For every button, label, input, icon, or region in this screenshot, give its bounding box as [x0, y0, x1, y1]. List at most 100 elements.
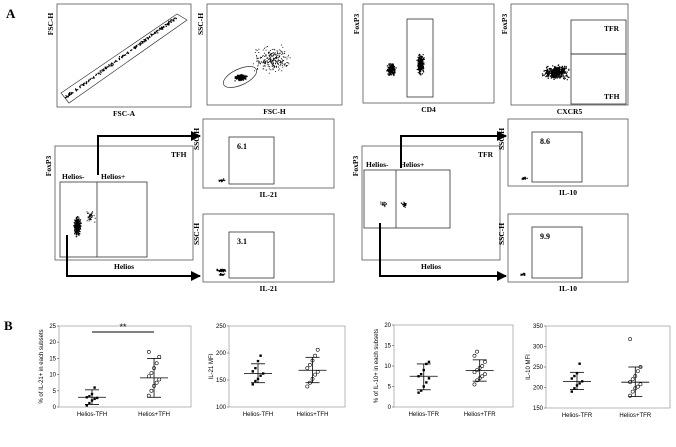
gate-tfh	[570, 53, 627, 105]
gate-positive	[531, 226, 583, 279]
panel-label-b: B	[4, 318, 13, 333]
event-cloud	[218, 178, 226, 183]
y-axis-label: SSC-H	[196, 13, 205, 35]
data-point	[628, 337, 632, 342]
data-point	[259, 354, 262, 357]
y-tick-label: 15	[49, 356, 56, 362]
y-axis-label: SSC-H	[192, 223, 201, 245]
gate-label-helios-neg: Helios-	[62, 172, 85, 181]
gating-arrows	[66, 131, 507, 281]
data-point	[573, 374, 576, 378]
flow-plot-gate-cd4: CD4 FoxP3	[352, 3, 495, 114]
event-cloud	[386, 63, 397, 77]
data-point	[482, 359, 487, 364]
event-cloud	[218, 273, 226, 276]
x-axis-label: IL-21	[260, 190, 278, 199]
y-axis-label: % of IL-21+ in each subsets	[39, 329, 45, 403]
event-diagonal	[65, 17, 177, 99]
x-tick-label: Helios+TFH	[297, 412, 329, 418]
data-point	[93, 386, 96, 389]
y-tick-label: 200	[216, 351, 227, 357]
data-point	[313, 372, 318, 377]
x-axis-label: FSC-A	[113, 109, 136, 118]
data-point	[146, 393, 151, 398]
gate-label-helios-pos: Helios+	[101, 172, 125, 181]
x-axis-label: IL-10	[559, 284, 577, 293]
y-axis-label: FoxP3	[351, 156, 360, 177]
gate-percent: 8.6	[540, 137, 550, 146]
gate-polygon	[60, 13, 188, 104]
x-tick-label: Helios+TFH	[138, 412, 170, 418]
event-cloud	[541, 64, 570, 81]
y-tick-label: 200	[533, 386, 544, 392]
y-tick-label: 300	[533, 345, 544, 351]
data-point	[570, 390, 573, 393]
y-axis-label: SSC-H	[192, 128, 201, 150]
data-point	[417, 391, 420, 394]
data-point	[425, 381, 428, 384]
data-point	[570, 377, 573, 380]
x-axis-label: IL-10	[559, 188, 577, 197]
gate-positive	[531, 131, 583, 183]
data-point	[149, 371, 154, 375]
data-point	[88, 395, 91, 398]
gate-rect	[406, 18, 434, 98]
data-point	[93, 397, 96, 401]
gate-label-tfr: TFR	[604, 24, 620, 33]
data-point	[419, 389, 423, 392]
plot-frame	[510, 3, 629, 106]
data-point	[85, 404, 88, 407]
panel-title: TFR	[478, 150, 494, 159]
y-tick-label: 15	[384, 344, 391, 350]
flow-plot-gate-cxcr5: CXCR5 FoxP3 TFR TFH	[500, 3, 629, 116]
data-point	[635, 369, 640, 374]
data-point	[96, 396, 99, 400]
data-point	[259, 374, 262, 377]
data-point	[146, 374, 151, 379]
plot-frame	[362, 3, 495, 104]
gate-helios	[59, 181, 148, 258]
y-axis-label: IL-21 MFI	[209, 353, 215, 379]
y-tick-label: 25	[49, 324, 56, 330]
plot-frame	[393, 324, 514, 408]
gate-positive	[228, 231, 275, 279]
y-axis-label: FoxP3	[44, 156, 53, 177]
x-tick-label: Helios+TFR	[619, 413, 652, 419]
y-axis-label: SSC-H	[497, 223, 506, 245]
gating-arrow	[400, 131, 507, 168]
plot-frame	[545, 325, 671, 409]
gating-arrow	[66, 235, 201, 281]
event-cloud	[216, 268, 227, 273]
event-cloud	[73, 216, 82, 238]
data-point	[419, 373, 423, 376]
data-point	[254, 379, 257, 383]
x-tick-label: Helios-TFH	[77, 412, 107, 418]
flow-plot-tfr-il10-top: IL-10 SSC-H 8.6	[497, 118, 629, 197]
flow-plot-tfr-il10-bottom: IL-10 SSC-H 9.9	[497, 213, 629, 293]
stat-plot-b4: 150 200 250 300 350 IL-10 MFI Helios-TFR Helios…	[526, 324, 671, 419]
gate-helios	[363, 169, 451, 229]
data-point	[480, 364, 485, 368]
flow-plot-gate-fsc: FSC-A FSC-H	[46, 3, 192, 118]
data-point	[146, 350, 151, 354]
x-axis-label: FSC-H	[263, 107, 286, 116]
data-point	[427, 360, 431, 364]
significance-label: **	[120, 322, 128, 332]
x-tick-label: Helios-TFH	[243, 412, 273, 418]
data-point	[578, 382, 581, 385]
gating-arrow	[97, 131, 201, 175]
data-point	[88, 401, 91, 405]
y-tick-label: 350	[533, 324, 544, 330]
y-tick-label: 10	[384, 364, 391, 370]
gate-label-helios-pos: Helios+	[400, 160, 424, 169]
flow-panels: FSC-A FSC-H FSC-H SSC-H CD4 FoxP3 CXCR5 FoxP3 TF…	[44, 3, 629, 293]
y-tick-label: 20	[49, 340, 56, 346]
x-axis-label: CD4	[421, 105, 436, 114]
data-point	[256, 359, 260, 363]
stat-plot-b3: 0 5 10 15 20 % of IL-10+ in each subsets Helio…	[374, 323, 514, 418]
stat-plot-b1: 0 5 10 15 20 25 % of IL-21+ in each subsets Hel…	[39, 322, 192, 418]
y-axis-label: FSC-H	[46, 13, 55, 36]
event-cloud	[416, 53, 425, 76]
event-cloud	[521, 176, 528, 180]
